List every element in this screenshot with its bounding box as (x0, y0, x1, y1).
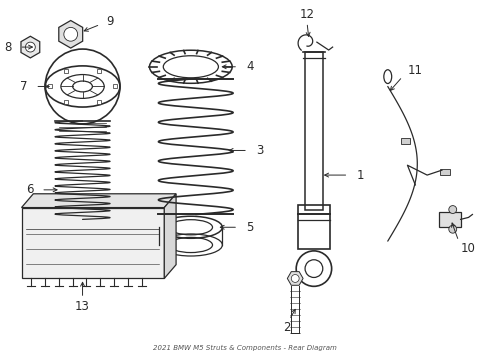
Circle shape (449, 206, 457, 213)
Text: 13: 13 (75, 300, 90, 312)
Text: 12: 12 (299, 8, 315, 21)
Bar (298, 204, 330, 249)
Text: 5: 5 (246, 221, 253, 234)
Bar (97, 69, 101, 73)
Polygon shape (21, 36, 40, 58)
Circle shape (449, 225, 457, 233)
Bar (400, 138, 411, 144)
Polygon shape (59, 21, 83, 48)
Polygon shape (287, 272, 303, 285)
Polygon shape (22, 194, 176, 208)
Text: 3: 3 (256, 144, 263, 157)
Text: 9: 9 (106, 15, 114, 28)
Text: 1: 1 (356, 168, 364, 181)
Bar (113, 85, 117, 89)
Text: 7: 7 (20, 80, 27, 93)
Bar (22, 208, 164, 278)
Text: 4: 4 (246, 60, 253, 73)
Bar (97, 100, 101, 104)
Text: 2: 2 (284, 321, 291, 334)
Bar (305, 52, 323, 210)
Polygon shape (164, 194, 176, 278)
Bar (64, 69, 68, 73)
Text: 6: 6 (26, 183, 33, 196)
Circle shape (25, 42, 35, 52)
Text: 2021 BMW M5 Struts & Components - Rear Diagram: 2021 BMW M5 Struts & Components - Rear D… (153, 345, 337, 351)
Text: 10: 10 (461, 242, 475, 255)
Bar (440, 169, 450, 175)
Bar (439, 212, 461, 227)
Text: 8: 8 (4, 41, 12, 54)
Circle shape (64, 27, 77, 41)
Bar (48, 85, 52, 89)
Bar (64, 100, 68, 104)
Text: 11: 11 (408, 64, 422, 77)
Circle shape (291, 275, 299, 282)
